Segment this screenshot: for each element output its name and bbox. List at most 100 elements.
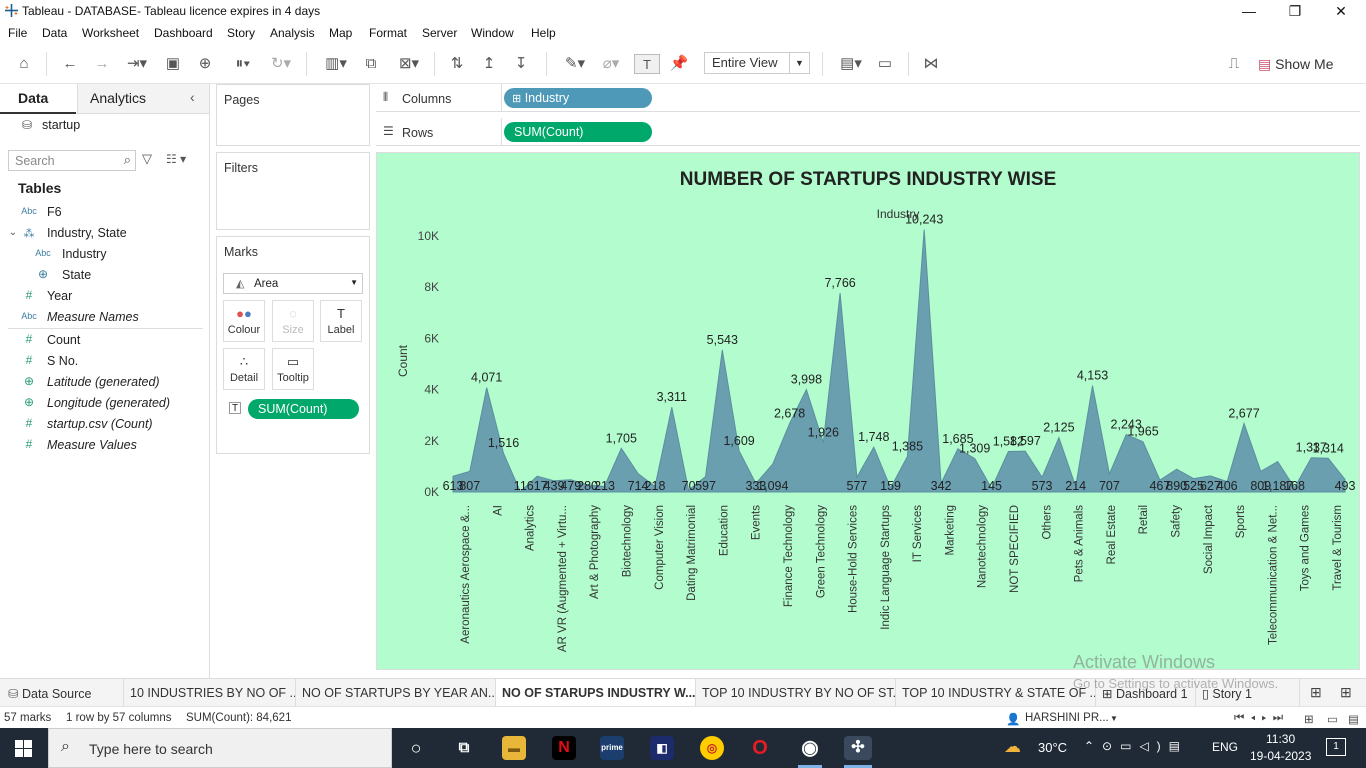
file-explorer-icon[interactable]: ▬ xyxy=(502,736,526,760)
field-measure-names[interactable]: Abc Measure Names xyxy=(0,307,205,328)
taskbar-search-input[interactable]: ⌕ Type here to search xyxy=(48,728,392,768)
mark-type-select[interactable]: ◭ Area ▼ xyxy=(223,273,363,294)
menu-data[interactable]: Data xyxy=(42,26,68,40)
redo-icon[interactable]: → xyxy=(94,55,110,72)
filmstrip-icon[interactable]: ▭ xyxy=(1327,714,1338,726)
field-industry-state-hierarchy[interactable]: ⌄ ⁂ Industry, State xyxy=(0,223,205,244)
format-painter-icon[interactable]: ⎍ xyxy=(1228,55,1240,72)
datasource-name[interactable]: startup xyxy=(42,118,81,132)
story-tab[interactable]: ▯ Story 1 xyxy=(1196,679,1300,707)
norton-browser-icon[interactable]: ◎ xyxy=(700,736,724,760)
notification-center-icon[interactable]: 1 xyxy=(1326,738,1346,756)
pin-icon[interactable]: 📌 xyxy=(669,55,689,72)
pause-updates-icon[interactable]: ⏸▾ xyxy=(235,55,251,72)
restore-icon[interactable]: ❐ xyxy=(1288,3,1302,19)
undo-icon[interactable]: ← xyxy=(62,55,78,72)
field-year[interactable]: # Year xyxy=(0,286,205,307)
home-icon[interactable]: ⌂ xyxy=(19,55,29,72)
cortana-icon[interactable]: ○ xyxy=(410,738,422,758)
sheet-tab-3-active[interactable]: NO OF STARUPS INDUSTRY W... xyxy=(496,679,696,707)
sort-descending-icon[interactable]: ↧ xyxy=(514,55,528,72)
show-cards-icon[interactable]: ▤▾ xyxy=(840,55,862,72)
filter-fields-icon[interactable]: ▽ xyxy=(142,151,152,166)
save-icon[interactable]: ▣ xyxy=(165,55,181,72)
swap-icon[interactable]: ⇅ xyxy=(450,55,464,72)
field-longitude[interactable]: ⊕ Longitude (generated) xyxy=(0,393,205,414)
label-button[interactable]: T Label xyxy=(320,300,362,342)
new-datasource-icon[interactable]: ⊕ xyxy=(198,55,212,72)
field-startup-count[interactable]: # startup.csv (Count) xyxy=(0,414,205,435)
marks-sum-count-pill[interactable]: SUM(Count) xyxy=(248,399,359,419)
search-input[interactable]: Search ⌕ xyxy=(8,150,136,171)
field-state[interactable]: ⊕ State xyxy=(0,265,205,286)
industry-pill[interactable]: ⊞ Industry xyxy=(504,88,652,108)
opera-icon[interactable]: O xyxy=(752,737,768,759)
presentation-icon[interactable]: ▭ xyxy=(877,55,893,72)
filters-card[interactable]: Filters xyxy=(216,152,370,230)
share-icon[interactable]: ⋈ xyxy=(923,55,939,72)
detail-button[interactable]: ∴ Detail xyxy=(223,348,265,390)
size-button[interactable]: ◌ Size xyxy=(272,300,314,342)
highlight-icon[interactable]: ✎▾ xyxy=(564,55,586,72)
user-name[interactable]: HARSHINI PR... xyxy=(1025,712,1109,724)
clear-sheet-icon[interactable]: ⊠▾ xyxy=(398,55,420,72)
sheet-tab-1[interactable]: 10 INDUSTRIES BY NO OF ... xyxy=(124,679,296,707)
fit-view-select[interactable]: Entire View ▼ xyxy=(704,52,810,74)
show-labels-icon[interactable]: T xyxy=(634,54,660,74)
close-icon[interactable]: ✕ xyxy=(1335,3,1347,19)
colour-button[interactable]: ●● Colour xyxy=(223,300,265,342)
temperature[interactable]: 30°C xyxy=(1038,740,1068,755)
field-industry[interactable]: Abc Industry xyxy=(0,244,205,265)
replay-icon[interactable]: ⇥▾ xyxy=(126,55,148,72)
new-dashboard-tab-icon[interactable]: ⊞ xyxy=(1340,684,1352,700)
field-f6[interactable]: Abc F6 xyxy=(0,202,205,223)
show-me-button[interactable]: ▤ Show Me xyxy=(1258,54,1344,74)
field-s-no[interactable]: # S No. xyxy=(0,351,205,372)
data-source-tab[interactable]: ⛁ Data Source xyxy=(0,679,124,707)
tableau-taskbar-icon[interactable]: ✣ xyxy=(844,736,872,760)
menu-window[interactable]: Window xyxy=(471,26,514,40)
area-chart[interactable]: NUMBER OF STARTUPS INDUSTRY WISE Industry… xyxy=(377,153,1359,669)
clock-time[interactable]: 11:30 xyxy=(1266,732,1296,746)
menu-file[interactable]: File xyxy=(8,26,28,40)
menu-worksheet[interactable]: Worksheet xyxy=(82,26,140,40)
field-count[interactable]: # Count xyxy=(0,330,205,351)
menu-help[interactable]: Help xyxy=(531,26,556,40)
tab-data[interactable]: Data xyxy=(18,90,49,106)
minimize-icon[interactable]: — xyxy=(1242,3,1256,19)
sort-ascending-icon[interactable]: ↥ xyxy=(482,55,496,72)
sheet-tab-2[interactable]: NO OF STARTUPS BY YEAR AN... xyxy=(296,679,496,707)
chrome-icon[interactable]: ◉ xyxy=(801,737,819,759)
sheet-tab-4[interactable]: TOP 10 INDUSTRY BY NO OF ST... xyxy=(696,679,896,707)
chevron-down-icon[interactable]: ▼ xyxy=(1110,714,1118,723)
dolby-access-icon[interactable]: ◧ xyxy=(650,736,674,760)
new-worksheet-tab-icon[interactable]: ⊞ xyxy=(1310,684,1322,700)
tray-icons[interactable]: ⌃⊙▭◁)▤ xyxy=(1084,739,1189,753)
field-measure-values[interactable]: # Measure Values xyxy=(0,435,205,456)
tab-analytics[interactable]: Analytics xyxy=(90,90,147,106)
clock-date[interactable]: 19-04-2023 xyxy=(1250,749,1312,763)
language-indicator[interactable]: ENG xyxy=(1212,740,1239,754)
task-view-icon[interactable]: ⧉ xyxy=(458,739,470,756)
group-icon[interactable]: ⌀▾ xyxy=(602,55,620,72)
pages-card[interactable]: Pages xyxy=(216,84,370,146)
prime-video-icon[interactable]: prime xyxy=(600,736,624,760)
windows-start-icon[interactable] xyxy=(15,740,32,757)
netflix-icon[interactable]: N xyxy=(552,736,576,760)
menu-server[interactable]: Server xyxy=(422,26,458,40)
show-sheets-grid-icon[interactable]: ⊞ xyxy=(1304,714,1314,726)
field-latitude[interactable]: ⊕ Latitude (generated) xyxy=(0,372,205,393)
weather-icon[interactable]: ☁ xyxy=(1004,737,1021,756)
sheet-tab-5[interactable]: TOP 10 INDUSTRY & STATE OF ... xyxy=(896,679,1096,707)
tooltip-button[interactable]: ▭ Tooltip xyxy=(272,348,314,390)
refresh-icon[interactable]: ↻▾ xyxy=(270,55,292,72)
menu-map[interactable]: Map xyxy=(329,26,353,40)
tabs-icon[interactable]: ▤ xyxy=(1348,714,1359,726)
sum-count-pill[interactable]: SUM(Count) xyxy=(504,122,652,142)
collapse-pane-icon[interactable]: ‹ xyxy=(190,89,195,105)
menu-story[interactable]: Story xyxy=(227,26,256,40)
menu-analysis[interactable]: Analysis xyxy=(270,26,315,40)
menu-dashboard[interactable]: Dashboard xyxy=(154,26,213,40)
new-worksheet-icon[interactable]: ▥▾ xyxy=(325,55,347,72)
view-options-icon[interactable]: ☷ ▾ xyxy=(166,152,187,166)
